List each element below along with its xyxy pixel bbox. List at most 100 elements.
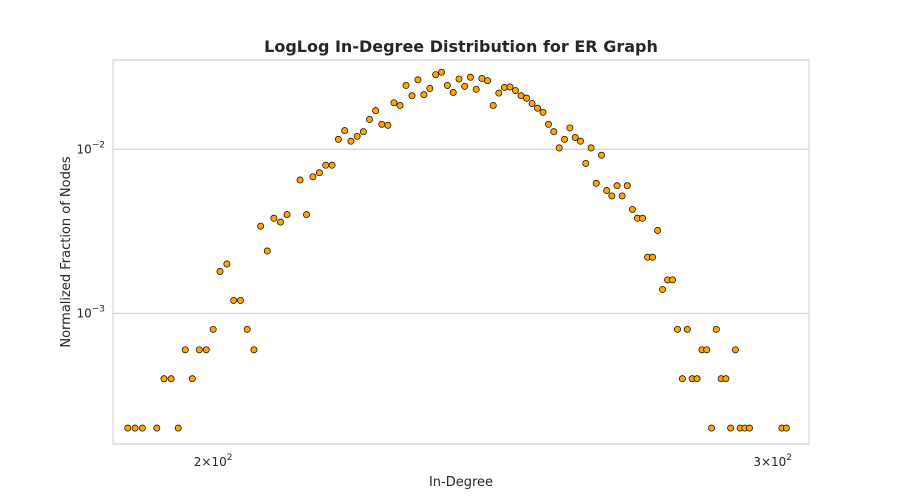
data-point [443,81,451,89]
data-point [309,173,317,181]
data-point [708,424,715,432]
data-point [209,325,217,333]
y-tick-labels: 10−3 10−2 [76,140,105,320]
data-point [523,94,531,102]
x-tick-label: 3×102 [753,453,792,469]
data-point [396,101,404,109]
data-point [484,77,492,85]
data-point [359,128,367,136]
data-point [353,132,361,140]
data-point [571,134,579,141]
x-tick-labels: 2×102 3×102 [194,453,792,469]
data-point [592,179,600,187]
chart-title: LogLog In-Degree Distribution for ER Gra… [264,37,658,56]
data-point [195,346,203,354]
data-point [639,214,646,222]
data-point [438,68,446,76]
data-point [495,89,503,97]
data-point [322,161,330,169]
data-point [566,124,574,132]
data-point [181,346,189,354]
data-point [703,346,711,354]
data-point [153,424,161,432]
x-tick-label: 2×102 [194,453,233,469]
data-point [243,325,251,333]
data-point [500,84,508,91]
data-point [555,144,563,152]
data-point [618,192,626,200]
data-point [467,73,474,81]
gridlines [113,148,809,314]
data-point [577,137,584,145]
data-point [722,375,730,383]
data-point [263,247,271,255]
data-point [402,81,410,89]
data-point [202,346,210,354]
data-point [426,84,434,92]
data-point [727,424,735,432]
data-point [603,187,611,195]
data-point [408,92,416,100]
x-axis-label: In-Degree [429,475,493,490]
data-point [506,83,514,91]
data-point [678,375,686,383]
data-point [674,325,681,333]
data-point [623,182,631,190]
data-point [230,296,238,304]
plot-frame [112,59,810,445]
data-point [420,91,428,99]
data-point [669,276,676,284]
data-point [124,424,132,432]
data-point [613,182,621,190]
data-point [489,101,497,109]
data-point [216,268,224,275]
data-point [478,75,486,82]
data-point [257,222,265,230]
data-point [649,253,657,261]
data-point [296,176,304,184]
data-point [582,159,590,167]
data-point [628,205,636,213]
data-point [587,144,595,152]
data-point [390,99,398,107]
data-point [659,285,667,293]
y-tick-label: 10−3 [76,304,105,320]
data-point [449,88,457,96]
y-tick-label: 10−2 [76,140,105,156]
data-point [131,424,139,432]
data-point [712,325,720,333]
data-point [528,100,536,107]
data-point [315,169,323,177]
data-point [561,135,568,143]
data-point [378,120,386,128]
data-point [472,85,480,93]
data-point [372,107,380,115]
data-point [188,375,196,383]
data-point [455,75,463,83]
data-point [539,108,547,116]
data-point [174,424,182,432]
data-point [334,135,342,143]
data-point [160,375,168,383]
data-point [782,424,790,432]
data-point [731,346,739,354]
data-point [138,424,146,432]
data-point [746,424,753,432]
data-point [534,104,541,112]
data-point [167,375,175,383]
data-point [544,120,552,128]
data-point [328,161,336,169]
data-point [283,211,291,219]
data-point [693,375,701,383]
data-point [270,214,278,222]
data-point [414,76,422,84]
data-point [250,346,258,354]
data-point [366,115,373,123]
data-point [608,192,616,200]
data-point [347,137,355,145]
y-axis-label: Normalized Fraction of Nodes [59,156,74,347]
data-point [683,325,691,333]
data-point [384,121,392,129]
data-point [461,82,469,90]
